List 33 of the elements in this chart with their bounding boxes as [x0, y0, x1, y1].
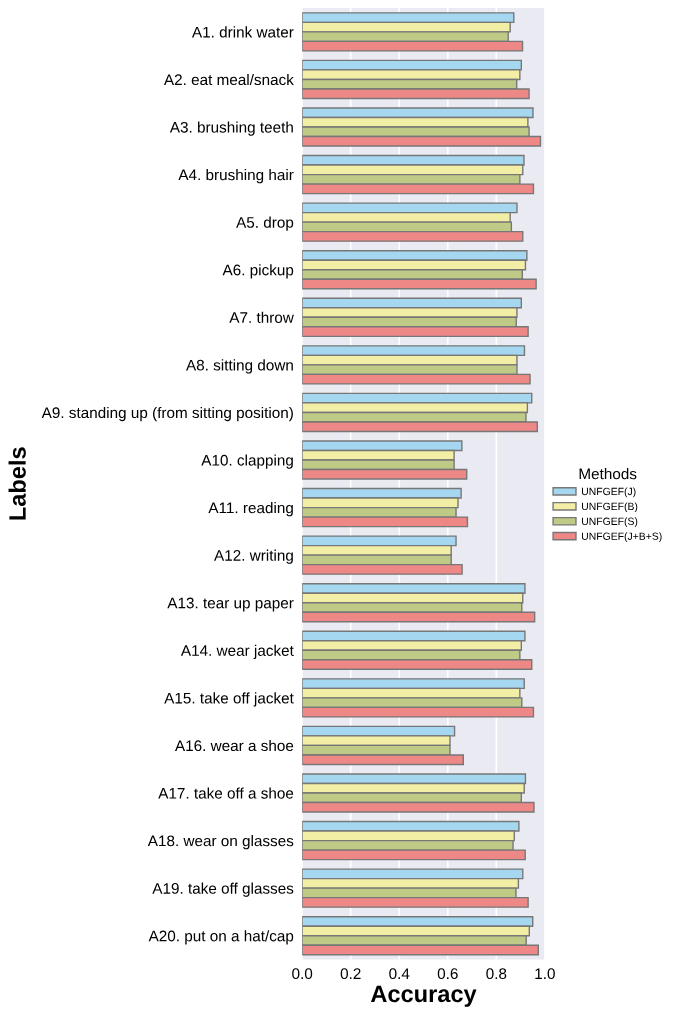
y-tick-label: A9. standing up (from sitting position): [41, 406, 293, 422]
y-tick-label: A19. take off glasses: [152, 882, 294, 897]
x-axis-title: Accuracy: [370, 985, 477, 1007]
y-axis-title: Labels: [8, 447, 26, 520]
y-tick-label: A10. clapping: [201, 454, 293, 469]
legend-label: UNFGEF(J): [582, 487, 636, 498]
y-tick-label: A18. wear on glasses: [147, 835, 294, 850]
y-tick-label: A3. brushing teeth: [169, 121, 293, 136]
x-tick-label: 0.6: [437, 968, 458, 980]
y-tick-label: A17. take off a shoe: [158, 787, 294, 799]
legend-title: Methods: [579, 468, 637, 480]
y-tick-label: A2. eat meal/snack: [163, 73, 294, 86]
y-tick-label: A4. brushing hair: [178, 169, 294, 184]
y-tick-label: A16. wear a shoe: [174, 739, 294, 752]
y-tick-label: A7. throw: [229, 311, 294, 323]
legend-label: UNFGEF(J+B+S): [582, 532, 662, 542]
y-tick-label: A13. tear up paper: [167, 597, 294, 612]
y-tick-label: A6. pickup: [222, 264, 294, 279]
x-tick-label: 0.0: [292, 968, 313, 980]
x-tick-label: 0.8: [486, 968, 507, 980]
y-tick-label: A11. reading: [208, 502, 293, 517]
y-tick-label: A14. wear jacket: [180, 644, 294, 659]
y-tick-label: A5. drop: [236, 216, 294, 231]
y-tick-label: A1. drink water: [191, 26, 294, 38]
legend-label: UNFGEF(S): [582, 517, 638, 528]
legend-label: UNFGEF(B): [582, 502, 638, 513]
x-tick-label: 0.4: [389, 968, 410, 980]
x-tick-label: 0.2: [340, 968, 361, 980]
x-tick-label: 1.0: [535, 968, 555, 980]
y-tick-label: A15. take off jacket: [164, 692, 294, 707]
y-tick-label: A12. writing: [214, 549, 293, 564]
y-tick-label: A20. put on a hat/cap: [148, 930, 294, 945]
y-tick-label: A8. sitting down: [186, 359, 293, 374]
